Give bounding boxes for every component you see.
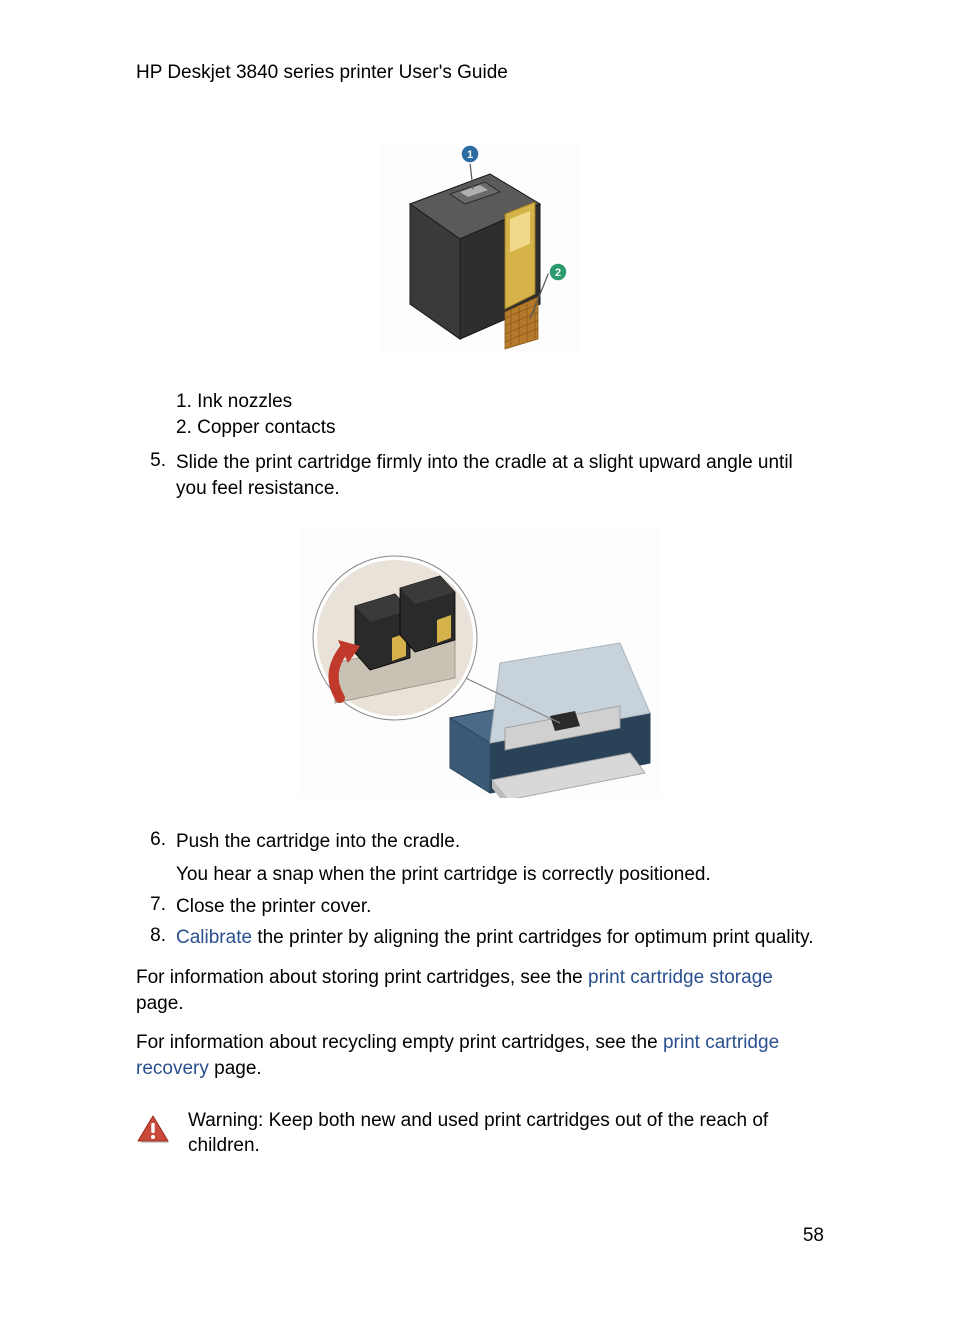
step-6: 6. Push the cartridge into the cradle. Y… [136, 829, 824, 888]
step-8: 8. Calibrate the printer by aligning the… [136, 925, 824, 951]
svg-text:1: 1 [467, 149, 473, 161]
step-8-after: the printer by aligning the print cartri… [252, 927, 813, 948]
step-5-text: Slide the print cartridge firmly into th… [176, 450, 824, 501]
step-6-number: 6. [136, 829, 176, 888]
print-cartridge-storage-link[interactable]: print cartridge storage [588, 967, 773, 988]
warning-text: Warning: Keep both new and used print ca… [188, 1108, 824, 1159]
svg-text:2: 2 [555, 267, 561, 279]
figure-2-svg [300, 528, 660, 798]
calibrate-link[interactable]: Calibrate [176, 927, 252, 948]
step-7-number: 7. [136, 894, 176, 920]
warning-block: Warning: Keep both new and used print ca… [136, 1108, 824, 1159]
page-header-title: HP Deskjet 3840 series printer User's Gu… [136, 62, 824, 84]
step-list: 5. Slide the print cartridge firmly into… [136, 450, 824, 501]
legend-label-2: Copper contacts [197, 417, 335, 438]
step-6-subtext: You hear a snap when the print cartridge… [176, 862, 824, 888]
figure-legend: 1. Ink nozzles 2. Copper contacts [176, 389, 824, 440]
recovery-paragraph: For information about recycling empty pr… [136, 1030, 824, 1081]
legend-label-1: Ink nozzles [197, 391, 292, 412]
step-7: 7. Close the printer cover. [136, 894, 824, 920]
legend-item-1: 1. Ink nozzles [176, 389, 824, 415]
step-5: 5. Slide the print cartridge firmly into… [136, 450, 824, 501]
para2-before: For information about recycling empty pr… [136, 1032, 663, 1053]
para2-after: page. [209, 1058, 262, 1079]
step-8-number: 8. [136, 925, 176, 951]
page-number: 58 [803, 1225, 824, 1247]
legend-item-2: 2. Copper contacts [176, 415, 824, 441]
warning-icon [136, 1114, 170, 1144]
figure-1-svg: 12 [380, 144, 580, 354]
step-list-2: 6. Push the cartridge into the cradle. Y… [136, 829, 824, 952]
storage-paragraph: For information about storing print cart… [136, 965, 824, 1016]
step-6-text: Push the cartridge into the cradle. [176, 831, 460, 852]
document-page: HP Deskjet 3840 series printer User's Gu… [0, 0, 954, 1321]
figure-cartridge-callouts: 12 [136, 144, 824, 359]
step-7-text: Close the printer cover. [176, 894, 824, 920]
step-5-number: 5. [136, 450, 176, 501]
para1-before: For information about storing print cart… [136, 967, 588, 988]
para1-after: page. [136, 993, 184, 1014]
figure-insert-cartridge [136, 528, 824, 803]
legend-num-2: 2. [176, 417, 192, 438]
legend-num-1: 1. [176, 391, 192, 412]
